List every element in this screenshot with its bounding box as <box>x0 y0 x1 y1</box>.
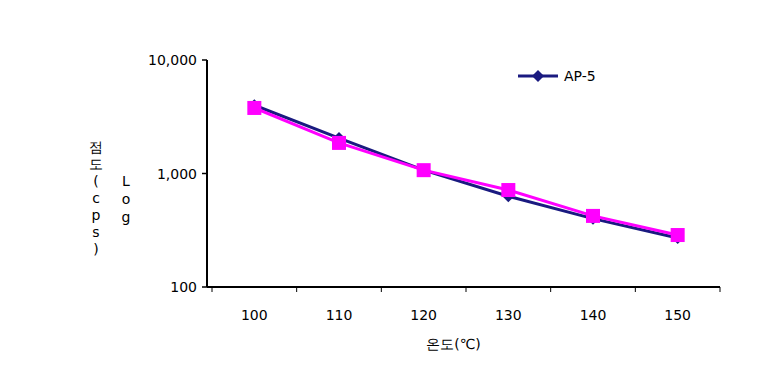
x-axis-label: 온도(℃) <box>426 336 481 352</box>
series-line <box>254 105 677 238</box>
marker <box>671 228 685 242</box>
x-tick <box>296 287 297 292</box>
x-tick-label: 100 <box>241 307 268 323</box>
marker <box>332 136 346 150</box>
x-tick <box>720 287 721 292</box>
x-tick <box>466 287 467 292</box>
legend-label: AP-5 <box>564 68 596 84</box>
y-tick <box>202 173 207 175</box>
y-tick-label: 100 <box>170 279 197 295</box>
x-tick-label: 120 <box>410 307 437 323</box>
x-tick-label: 150 <box>664 307 691 323</box>
plot-area <box>247 99 684 244</box>
x-tick <box>381 287 382 292</box>
x-axis <box>207 286 720 288</box>
annotation: Log <box>122 173 131 225</box>
marker <box>501 183 515 197</box>
x-tick-label: 140 <box>580 307 607 323</box>
y-axis-label: 점도(cps) <box>89 139 103 257</box>
y-tick-label: 1,000 <box>157 166 197 182</box>
x-tick-label: 110 <box>326 307 353 323</box>
marker <box>417 163 431 177</box>
x-tick <box>635 287 636 292</box>
y-tick-label: 10,000 <box>148 52 197 68</box>
legend-symbol <box>532 70 544 82</box>
x-tick <box>212 287 213 292</box>
marker <box>418 164 430 176</box>
legend-marker <box>532 70 544 82</box>
x-tick <box>550 287 551 292</box>
y-tick <box>202 286 207 288</box>
marker <box>586 209 600 223</box>
marker <box>247 101 261 115</box>
x-tick-label: 130 <box>495 307 522 323</box>
chart: 100 1,000 10,000 100 110 120 130 140 150 온도(℃) 점도(… <box>0 0 763 373</box>
series-line <box>254 108 677 235</box>
y-tick <box>202 59 207 61</box>
